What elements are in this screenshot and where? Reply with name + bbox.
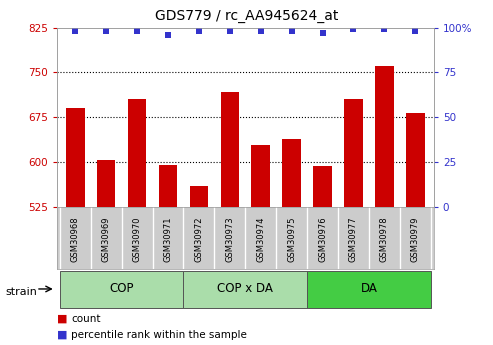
Text: GSM30976: GSM30976 <box>318 216 327 262</box>
Point <box>257 28 265 34</box>
Bar <box>344 99 363 207</box>
Point <box>350 27 357 32</box>
Text: GSM30970: GSM30970 <box>133 216 141 262</box>
Point <box>133 28 141 34</box>
Text: GSM30978: GSM30978 <box>380 216 389 262</box>
Point <box>411 28 419 34</box>
Text: GSM30968: GSM30968 <box>70 216 80 262</box>
Text: percentile rank within the sample: percentile rank within the sample <box>71 330 247 339</box>
Point <box>226 28 234 34</box>
Point <box>288 28 296 34</box>
Bar <box>97 160 115 207</box>
Text: GSM30979: GSM30979 <box>411 216 420 262</box>
Text: GSM30971: GSM30971 <box>164 216 173 262</box>
Bar <box>183 271 307 308</box>
Point <box>164 32 172 38</box>
Bar <box>60 271 183 308</box>
Text: COP x DA: COP x DA <box>217 283 273 295</box>
Bar <box>251 145 270 207</box>
Bar <box>190 186 208 207</box>
Text: GSM30972: GSM30972 <box>194 216 204 262</box>
Bar <box>307 271 431 308</box>
Point <box>102 28 110 34</box>
Text: GSM30977: GSM30977 <box>349 216 358 262</box>
Bar <box>313 166 332 207</box>
Text: ■: ■ <box>57 314 67 324</box>
Bar <box>128 99 146 207</box>
Point <box>195 28 203 34</box>
Text: GSM30973: GSM30973 <box>225 216 234 262</box>
Text: DA: DA <box>360 283 377 295</box>
Point <box>318 30 326 36</box>
Bar <box>406 112 424 207</box>
Text: GDS779 / rc_AA945624_at: GDS779 / rc_AA945624_at <box>155 9 338 23</box>
Bar <box>159 165 177 207</box>
Bar <box>220 91 239 207</box>
Bar <box>375 67 393 207</box>
Bar <box>282 139 301 207</box>
Point <box>71 28 79 34</box>
Bar <box>66 108 84 207</box>
Text: strain: strain <box>5 287 37 296</box>
Text: count: count <box>71 314 101 324</box>
Text: GSM30975: GSM30975 <box>287 216 296 262</box>
Text: ■: ■ <box>57 330 67 339</box>
Point <box>381 27 388 32</box>
Text: GSM30974: GSM30974 <box>256 216 265 262</box>
Text: GSM30969: GSM30969 <box>102 216 110 262</box>
Text: COP: COP <box>109 283 134 295</box>
